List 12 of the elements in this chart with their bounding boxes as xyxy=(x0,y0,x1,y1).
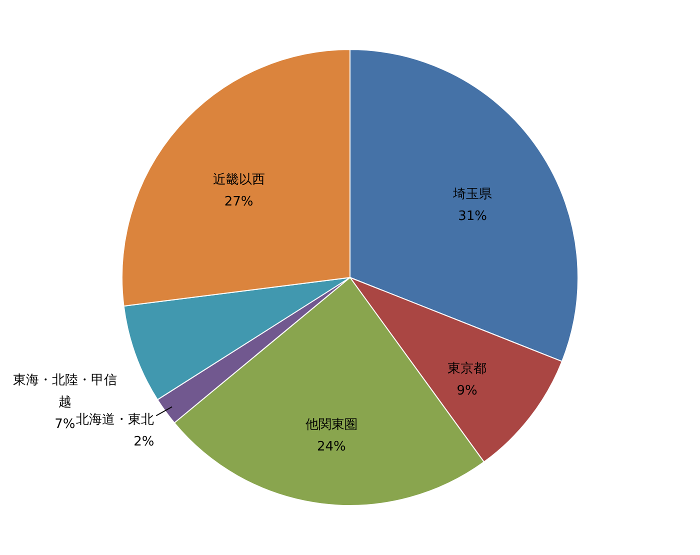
data-label: 7% xyxy=(54,417,76,432)
slice-label: 他関東圏 xyxy=(305,418,358,433)
slice-label: 東京都 xyxy=(448,361,487,376)
slice-label: 北海道・東北 xyxy=(76,412,154,428)
data-label: 27% xyxy=(224,194,254,210)
data-label: 24% xyxy=(316,440,346,455)
slice-label: 東海・北陸・甲信越 xyxy=(12,373,117,410)
data-label: 31% xyxy=(458,209,488,224)
slice-label: 埼玉県 xyxy=(452,187,492,202)
slice-label: 近畿以西 xyxy=(212,172,265,188)
data-label: 2% xyxy=(134,434,154,450)
data-label: 9% xyxy=(456,383,478,398)
